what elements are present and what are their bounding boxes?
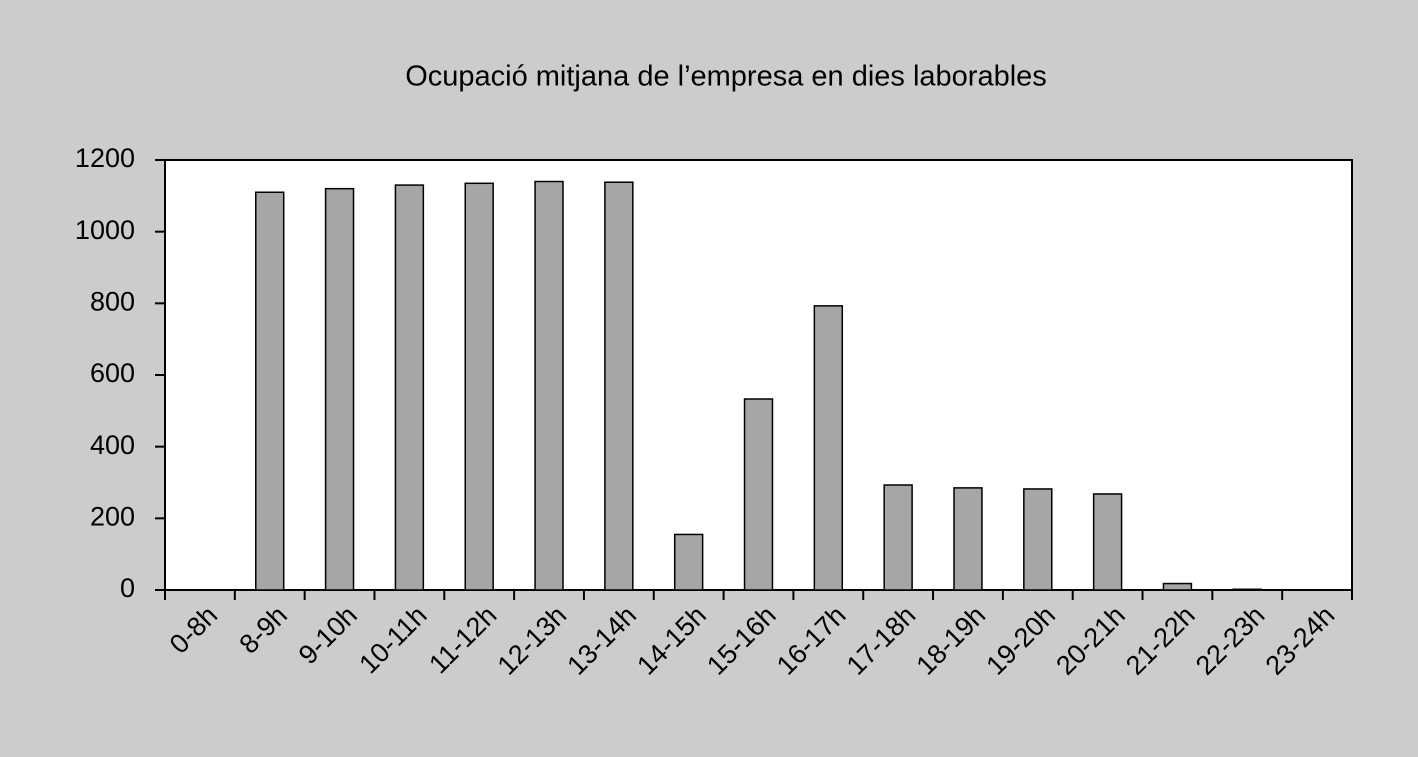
chart-title: Ocupació mitjana de l’empresa en dies la… <box>405 61 1047 93</box>
bar <box>1232 588 1262 591</box>
y-tick-label: 800 <box>90 286 135 316</box>
y-tick-label: 200 <box>90 501 135 531</box>
y-tick-label: 400 <box>90 430 135 460</box>
bar <box>1092 493 1123 591</box>
bar <box>534 180 564 591</box>
y-tick-label: 600 <box>90 358 135 388</box>
bar <box>813 305 844 591</box>
y-tick-label: 0 <box>120 573 135 603</box>
bar <box>604 181 634 591</box>
bar <box>464 182 494 591</box>
bar <box>1162 582 1193 591</box>
bar <box>953 487 983 591</box>
bar <box>255 191 285 591</box>
y-tick-label: 1000 <box>75 215 135 245</box>
bar <box>1023 488 1053 591</box>
y-tick-label: 1200 <box>75 143 135 173</box>
bar <box>883 484 913 591</box>
bar <box>673 533 704 591</box>
bar <box>394 184 425 591</box>
bar <box>743 398 774 591</box>
bar <box>324 187 355 591</box>
